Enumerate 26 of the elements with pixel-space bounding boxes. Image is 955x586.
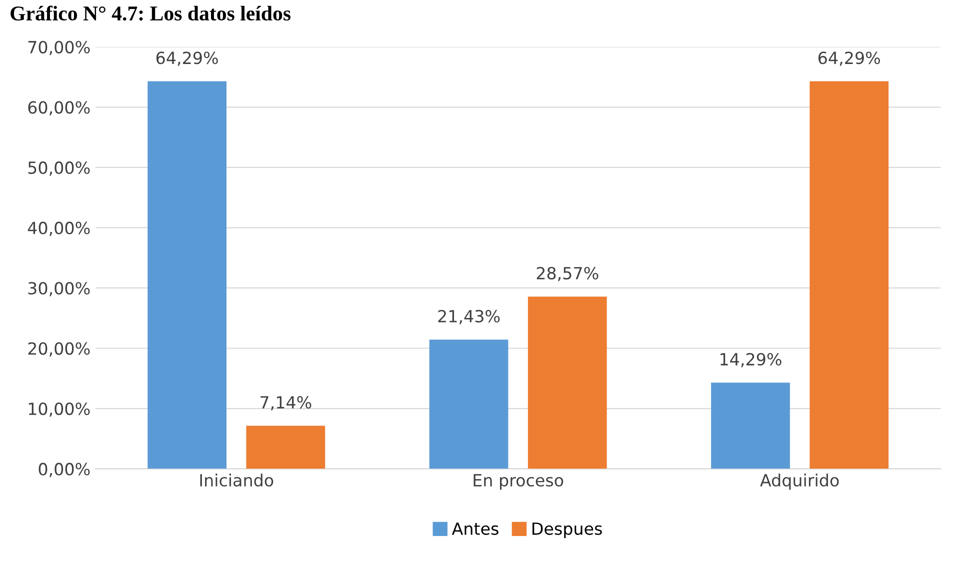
bar (148, 81, 226, 469)
legend-label: Antes (452, 522, 498, 535)
x-tick-label: Adquirido (760, 474, 839, 490)
x-tick-label: En proceso (474, 474, 564, 490)
y-tick-label: 0,00% (38, 462, 90, 478)
x-tick-label: Iniciando (200, 474, 274, 487)
data-label: 28,57% (536, 266, 598, 282)
bar (528, 296, 607, 469)
y-tick-label: 40,00% (28, 222, 90, 236)
data-label: 7,14% (260, 396, 312, 410)
legend-label: Despues (532, 522, 602, 538)
data-label: 64,29% (818, 52, 880, 66)
data-label: 14,29% (720, 352, 782, 368)
chart-title: Gráfico N° 4.7: Los datos leídos (10, 6, 291, 21)
bar (711, 382, 790, 469)
y-tick-label: 70,00% (28, 40, 90, 56)
data-label: 21,43% (438, 310, 500, 324)
y-tick-label: 50,00% (28, 161, 90, 176)
y-tick-label: 30,00% (28, 282, 90, 296)
bar (246, 426, 326, 469)
bar (429, 340, 508, 469)
y-tick-label: 10,00% (28, 402, 90, 417)
y-tick-label: 60,00% (28, 101, 90, 116)
bar (810, 81, 889, 469)
data-label: 64,29% (156, 52, 218, 66)
y-tick-label: 20,00% (28, 342, 90, 357)
